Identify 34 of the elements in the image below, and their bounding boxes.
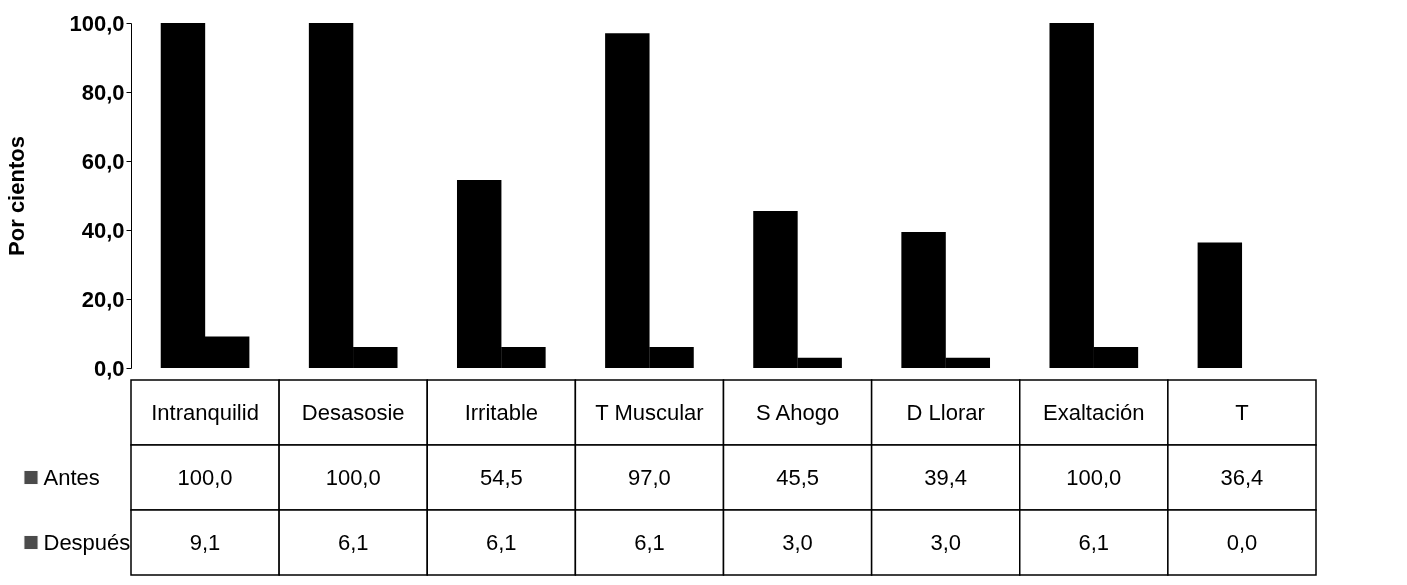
legend-label: Antes [43, 464, 100, 490]
data-label: 100,0 [1066, 464, 1122, 490]
y-tick-label: 80,0 [81, 79, 125, 105]
x-tick-label: Desasosie [301, 399, 405, 425]
data-label: 54,5 [479, 464, 523, 490]
x-tick-label: T [1235, 399, 1249, 425]
y-tick-label: 0,0 [93, 355, 125, 381]
data-label: 6,1 [1078, 529, 1110, 555]
data-label: 45,5 [776, 464, 819, 490]
data-label: 39,4 [924, 464, 968, 490]
data-label: 3,0 [930, 529, 961, 555]
data-label: 6,1 [634, 529, 665, 555]
y-tick-label: 100,0 [69, 10, 125, 36]
y-tick-label: 60,0 [81, 148, 125, 174]
x-tick-label: Irritable [464, 399, 538, 425]
x-tick-label: S Ahogo [755, 399, 840, 425]
x-tick-label: D Llorar [906, 399, 985, 425]
y-tick-label: 20,0 [81, 286, 125, 312]
data-label: 6,1 [337, 529, 369, 555]
data-label: 36,4 [1220, 464, 1264, 490]
y-tick-label: 40,0 [81, 217, 125, 243]
data-label: 6,1 [486, 529, 517, 555]
bar [1197, 242, 1243, 368]
data-label: 97,0 [628, 464, 671, 490]
data-label: 9,1 [189, 529, 221, 555]
data-label: 100,0 [177, 464, 233, 490]
x-tick-label: Exaltación [1043, 399, 1145, 425]
x-tick-label: T Muscular [595, 399, 704, 425]
data-label: 100,0 [325, 464, 381, 490]
x-tick-label: Intranquilid [151, 399, 259, 425]
y-axis-title: Por cientos [4, 136, 30, 256]
data-label: 3,0 [782, 529, 813, 555]
legend-label: Después [43, 529, 131, 555]
data-label: 0,0 [1226, 529, 1258, 555]
